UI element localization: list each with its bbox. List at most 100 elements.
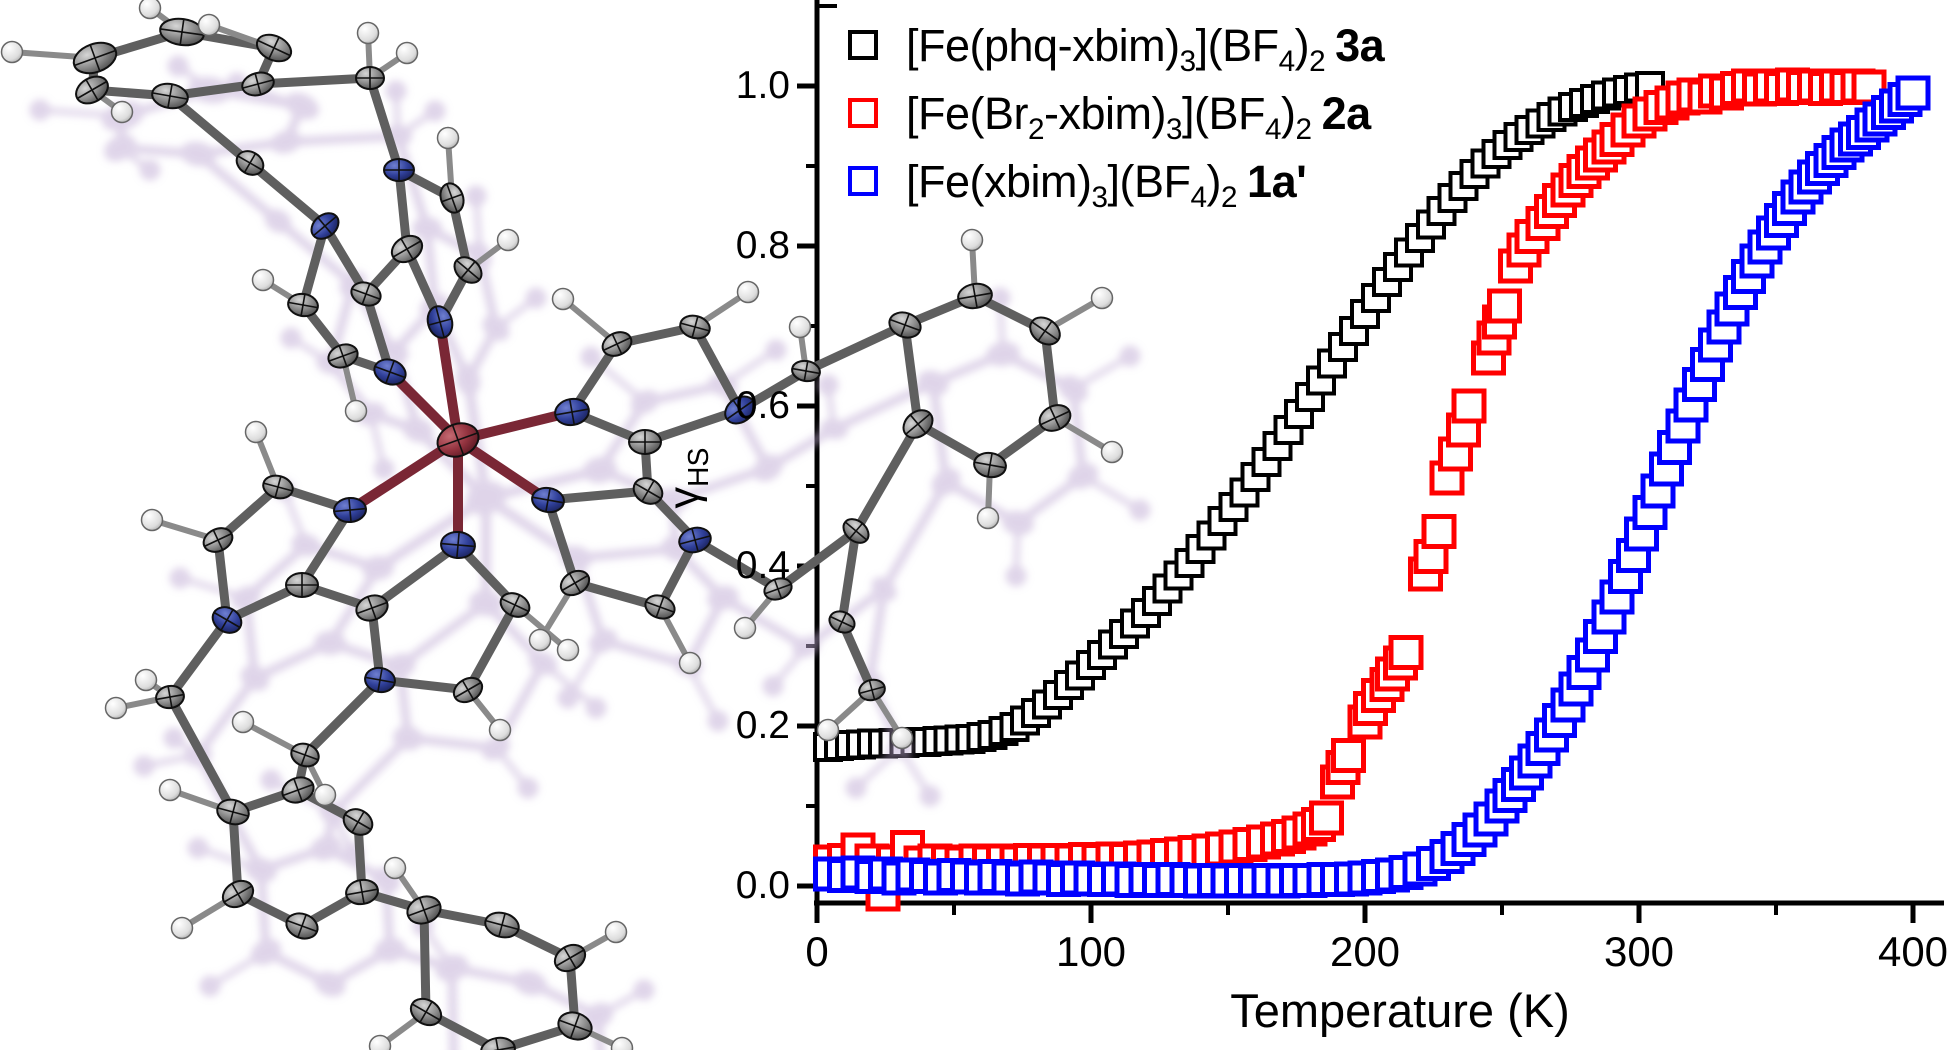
legend-label: [Fe(xbim)3](BF4)2 1a' (906, 155, 1307, 214)
ellipsoid-meridian (498, 913, 506, 937)
legend-item-3a: [Fe(phq-xbim)3](BF4)2 3a (848, 16, 1385, 76)
nitrogen-atom (310, 212, 340, 240)
hydrogen-atom (368, 1034, 392, 1050)
hydrogen-atom (158, 778, 182, 802)
bond (865, 584, 889, 685)
carbon-atom (221, 879, 255, 909)
carbon-atom (241, 71, 275, 97)
hydrogen-atom (231, 710, 255, 734)
ellipsoid-meridian (367, 596, 377, 620)
ellipsoid-meridian (1037, 320, 1053, 342)
hydrogen-atom (1100, 440, 1124, 464)
ellipsoid-meridian (900, 313, 910, 337)
carbon-atom (250, 938, 282, 966)
hydrogen-atom (133, 755, 155, 777)
carbon-atom (284, 92, 320, 120)
carbon-atom (902, 409, 934, 439)
carbon-atom (630, 390, 660, 414)
bond (281, 131, 403, 147)
thermal-ellipsoid (820, 418, 848, 440)
thermal-ellipsoid (291, 533, 321, 557)
bond (193, 149, 283, 226)
carbon-atom (245, 857, 277, 883)
hydrogen-atom (140, 508, 164, 532)
hydrogen-atom (736, 280, 760, 304)
hydrogen-atom (356, 21, 380, 45)
hydrogen-atom (313, 783, 337, 807)
carbon-atom (75, 75, 109, 105)
carbon-atom (858, 678, 886, 702)
bond (422, 223, 440, 312)
hydrogen-atom (633, 979, 655, 1001)
bond (165, 91, 255, 168)
hydrogen-atom (0, 40, 24, 64)
hydrogen-atom (960, 228, 984, 252)
carbon-atom (628, 429, 662, 455)
carbon-atom (285, 572, 319, 598)
carbon-atom (553, 943, 587, 973)
legend-marker-swatch (848, 98, 878, 128)
data-point-square (1487, 288, 1523, 324)
thermal-ellipsoid (753, 454, 783, 482)
thermal-ellipsoid (240, 665, 270, 691)
series-1a (813, 75, 1931, 899)
thermal-ellipsoid (104, 134, 136, 162)
carbon-atom (342, 808, 374, 836)
ellipsoid-meridian (909, 414, 927, 434)
thermal-ellipsoid (480, 1036, 516, 1050)
ellipsoid-meridian (293, 778, 303, 802)
hydrogen-atom (104, 696, 128, 720)
carbon-atom (557, 1011, 593, 1041)
nitrogen-atom (469, 589, 503, 617)
ellipsoid-meridian (351, 811, 365, 833)
carbon-atom (480, 1036, 516, 1050)
hydrogen-atom (733, 616, 757, 640)
nitrogen-atom (373, 358, 407, 386)
bond (668, 463, 773, 505)
nitrogen-atom (240, 665, 270, 691)
ellipsoid-meridian (300, 294, 306, 316)
ellipsoid-meridian (732, 399, 748, 421)
thermal-ellipsoid (314, 631, 346, 655)
bond (1040, 326, 1060, 423)
carbon-atom (180, 141, 216, 167)
bond (463, 600, 520, 695)
carbon-atom (202, 527, 234, 553)
hydrogen-atom (976, 506, 1000, 530)
hydrogen-atom (424, 100, 446, 122)
data-point-square (1388, 634, 1424, 670)
thermal-ellipsoid (931, 468, 961, 496)
thermal-ellipsoid (513, 970, 547, 996)
carbon-atom (104, 134, 136, 162)
carbon-atom (888, 311, 922, 339)
hydrogen-atom (551, 287, 575, 311)
ellipsoid-meridian (691, 528, 699, 552)
nitrogen-atom (412, 217, 442, 239)
legend-item-1a: [Fe(xbim)3](BF4)2 1a' (848, 152, 1307, 214)
data-point-square (1895, 75, 1931, 111)
hydrogen-atom (29, 99, 51, 121)
fe-n-bond (373, 493, 491, 573)
thermal-ellipsoid (270, 130, 302, 154)
ellipsoid-meridian (691, 316, 699, 338)
carbon-atom (235, 150, 265, 176)
carbon-atom (588, 628, 618, 654)
hydrogen-atom (585, 697, 607, 719)
ellipsoid-meridian (220, 609, 234, 631)
thermal-ellipsoid (310, 835, 342, 861)
molecule-drawing (0, 0, 1124, 1050)
thermal-ellipsoid (284, 92, 320, 120)
carbon-atom (262, 474, 294, 500)
carbon-atom (264, 209, 292, 233)
carbon-atom (931, 468, 961, 496)
hydrogen-atom (1119, 345, 1141, 367)
hydrogen-atom (678, 651, 702, 675)
carbon-atom (435, 954, 469, 982)
carbon-atom (601, 331, 633, 357)
ellipsoid-meridian (297, 914, 307, 938)
bond (297, 505, 355, 590)
hydrogen-atom (610, 1036, 634, 1050)
carbon-atom (842, 518, 870, 544)
